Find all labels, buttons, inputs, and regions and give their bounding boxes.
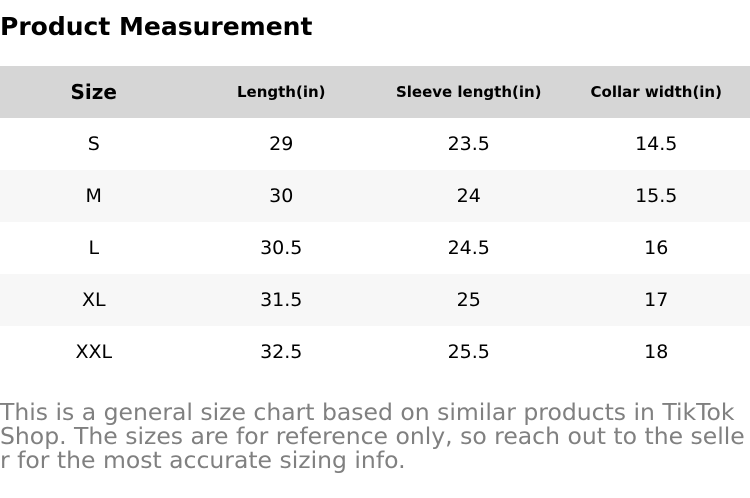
header-cell: Sleeve length(in) [395, 83, 542, 101]
table-cell: 18 [644, 341, 669, 363]
header-cell: Size [70, 80, 117, 104]
table-row: M 30 24 15.5 [0, 170, 750, 222]
table-cell: 14.5 [635, 133, 678, 155]
table-cell: 17 [644, 289, 669, 311]
table-body: S 29 23.5 14.5 M 30 24 15.5 L 30.5 24.5 16 XL 31.5 25 1… [0, 118, 750, 378]
table-row: S 29 23.5 14.5 [0, 118, 750, 170]
table-cell: 31.5 [260, 289, 303, 311]
table-header: Size Length(in) Sleeve length(in) Collar wi… [0, 66, 750, 118]
header-row: Size Length(in) Sleeve length(in) Collar wi… [0, 66, 750, 118]
table-cell: 16 [644, 237, 669, 259]
title: Product Measurement [0, 12, 313, 41]
table-row: XL 31.5 25 17 [0, 274, 750, 326]
note: This is a general size chart based on si… [0, 398, 745, 474]
table-cell: M [85, 185, 102, 207]
header-cell: Collar width(in) [590, 83, 722, 101]
table-cell: 30.5 [260, 237, 303, 259]
table-cell: 29 [269, 133, 294, 155]
table-cell: 32.5 [260, 341, 303, 363]
table-row: L 30.5 24.5 16 [0, 222, 750, 274]
table-cell: XL [81, 289, 106, 311]
table-row: XXL 32.5 25.5 18 [0, 326, 750, 378]
table-cell: L [88, 237, 100, 259]
table-cell: S [87, 133, 100, 155]
size-table: Size Length(in) Sleeve length(in) Collar wi… [0, 66, 750, 378]
table-cell: 30 [269, 185, 294, 207]
table-cell: 15.5 [635, 185, 678, 207]
table-cell: 25 [456, 289, 481, 311]
table-cell: 23.5 [447, 133, 490, 155]
table-cell: 25.5 [447, 341, 490, 363]
table-cell: 24 [456, 185, 481, 207]
table-cell: 24.5 [447, 237, 490, 259]
table-cell: XXL [75, 341, 113, 363]
header-cell: Length(in) [236, 83, 326, 101]
